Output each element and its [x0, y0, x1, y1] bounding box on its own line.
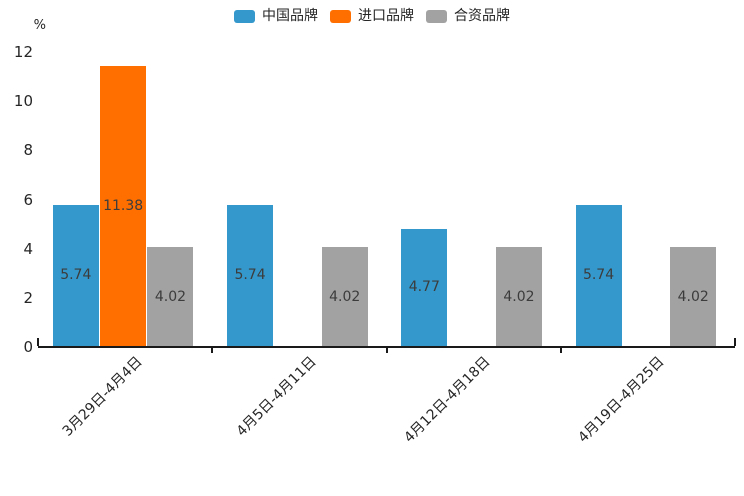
y-axis-unit-label: %	[33, 18, 46, 33]
y-axis-tick-label: 10	[13, 92, 33, 111]
y-axis-tick-label: 0	[23, 338, 33, 356]
legend-swatch-icon	[330, 9, 351, 23]
x-axis-end-cap	[734, 338, 736, 346]
bar-value-label: 5.74	[582, 267, 615, 284]
bar-series0-group1	[227, 204, 274, 346]
y-axis-tick-label: 8	[23, 141, 33, 160]
bar-series0-group3	[575, 204, 622, 346]
y-axis-tick-label: 2	[23, 288, 33, 307]
bar-series2-group3	[670, 247, 717, 346]
bar-series2-group2	[495, 247, 542, 346]
legend-item-series0: 中国品牌	[234, 7, 318, 25]
bar-series0-group2	[401, 228, 448, 346]
legend-item-label: 合资品牌	[454, 8, 510, 24]
x-axis-tick-mark	[385, 348, 388, 353]
bar-series2-group0	[147, 247, 194, 346]
bar-value-label: 5.74	[234, 267, 266, 284]
legend-swatch-icon	[426, 9, 447, 23]
bar-value-label: 4.77	[408, 279, 440, 296]
bar-value-label: 4.02	[503, 288, 535, 305]
bar-value-label: 11.38	[103, 198, 144, 215]
y-axis-tick-label: 4	[23, 239, 33, 258]
bar-series0-group0	[52, 204, 99, 346]
y-axis-tick-label: 6	[23, 190, 33, 209]
x-axis-line	[38, 346, 735, 348]
y-axis-tick-label: 12	[13, 43, 33, 61]
bar-value-label: 5.74	[60, 267, 92, 284]
legend-swatch-icon	[234, 9, 255, 23]
bar-value-label: 4.02	[329, 288, 361, 305]
bar-series1-group0	[100, 66, 147, 346]
chart-legend: 中国品牌 进口品牌 合资品牌	[0, 7, 744, 25]
legend-item-label: 中国品牌	[262, 8, 318, 24]
x-axis-end-cap	[37, 338, 39, 346]
x-axis-tick-mark	[211, 348, 214, 353]
x-axis-label: 4月12日-4月18日	[401, 353, 494, 446]
x-axis-tick-mark	[559, 348, 562, 353]
legend-item-series2: 合资品牌	[426, 7, 510, 25]
bar-value-label: 4.02	[154, 288, 187, 305]
x-axis-label: 4月5日-4月11日	[233, 353, 320, 440]
legend-item-series1: 进口品牌	[330, 7, 414, 25]
bar-value-label: 4.02	[677, 288, 709, 305]
x-axis-label: 3月29日-4月4日	[59, 353, 146, 440]
x-axis-label: 4月19日-4月25日	[575, 353, 668, 446]
legend-item-label: 进口品牌	[358, 8, 414, 24]
bar-series2-group1	[321, 247, 368, 346]
